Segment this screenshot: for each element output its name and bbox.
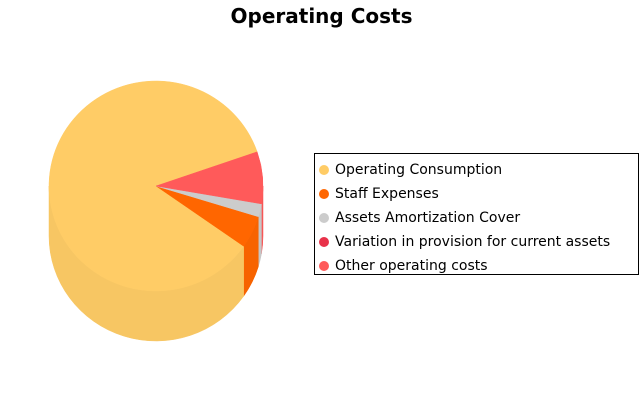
legend-label: Other operating costs bbox=[335, 258, 488, 274]
legend-swatch bbox=[319, 237, 329, 247]
chart-legend: Operating Consumption Staff Expenses Ass… bbox=[314, 153, 639, 275]
legend-item: Operating Consumption bbox=[315, 158, 638, 182]
chart-title: Operating Costs bbox=[230, 4, 413, 28]
legend-label: Operating Consumption bbox=[335, 162, 503, 178]
legend-item: Assets Amortization Cover bbox=[315, 206, 638, 230]
legend-swatch bbox=[319, 213, 329, 223]
legend-swatch bbox=[319, 189, 329, 199]
legend-swatch bbox=[319, 165, 329, 175]
legend-item: Variation in provision for current asset… bbox=[315, 230, 638, 254]
pie-slice bbox=[48, 80, 258, 292]
legend-label: Assets Amortization Cover bbox=[335, 210, 521, 226]
legend-label: Variation in provision for current asset… bbox=[335, 234, 611, 250]
legend-item: Staff Expenses bbox=[315, 182, 638, 206]
legend-item: Other operating costs bbox=[315, 254, 638, 278]
legend-swatch bbox=[319, 261, 329, 271]
legend-label: Staff Expenses bbox=[335, 186, 439, 202]
pie-slice bbox=[155, 151, 264, 205]
